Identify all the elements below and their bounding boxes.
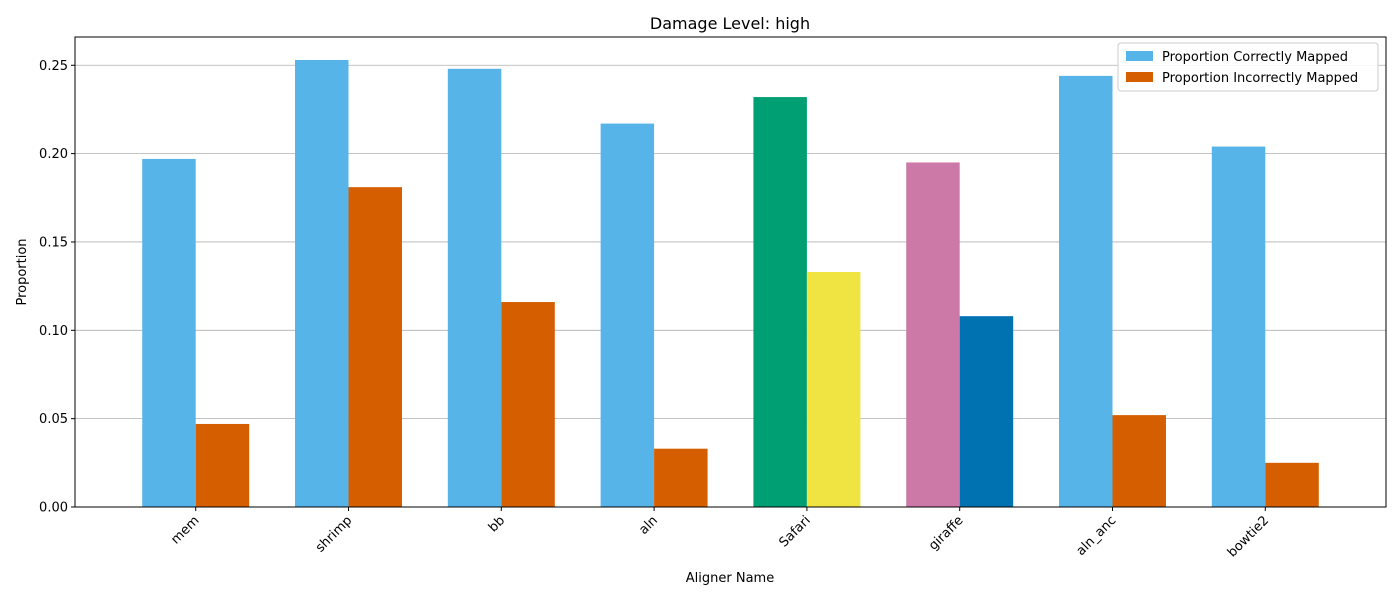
legend-entry: Proportion Incorrectly Mapped bbox=[1162, 71, 1358, 86]
grid-lines bbox=[75, 64, 1386, 508]
x-tick-label: Safari bbox=[776, 513, 813, 550]
y-tick-label: 0.10 bbox=[39, 324, 68, 339]
bar-correct-aln_anc bbox=[1059, 75, 1113, 507]
x-tick-label: giraffe bbox=[926, 513, 966, 553]
bar-incorrect-shrimp bbox=[348, 187, 402, 507]
legend-entry: Proportion Correctly Mapped bbox=[1162, 50, 1348, 65]
bar-incorrect-Safari bbox=[806, 272, 861, 507]
legend-swatch bbox=[1126, 51, 1153, 61]
bar-incorrect-giraffe bbox=[959, 316, 1014, 507]
bar-incorrect-bb bbox=[501, 302, 555, 507]
bar-correct-bb bbox=[447, 68, 502, 508]
x-tick-label: aln_anc bbox=[1074, 513, 1120, 559]
bar-correct-shrimp bbox=[295, 59, 349, 508]
bar-correct-aln bbox=[600, 123, 655, 507]
y-axis-label: Proportion bbox=[15, 238, 30, 305]
chart-title: Damage Level: high bbox=[650, 14, 810, 33]
legend-swatch bbox=[1126, 72, 1153, 82]
x-axis-label: Aligner Name bbox=[686, 571, 774, 586]
legend: Proportion Correctly Mapped Proportion In… bbox=[1117, 42, 1379, 92]
bar-correct-bowtie2 bbox=[1211, 146, 1266, 507]
x-tick-label: mem bbox=[168, 513, 202, 547]
x-tick-label: shrimp bbox=[313, 513, 355, 555]
x-axis: mem shrimp bb aln Safari giraffe aln_anc bowtie… bbox=[168, 507, 1272, 560]
y-tick-label: 0.00 bbox=[39, 501, 68, 516]
x-tick-label: bowtie2 bbox=[1225, 513, 1272, 560]
bar-incorrect-aln_anc bbox=[1112, 415, 1166, 507]
y-tick-label: 0.20 bbox=[39, 147, 68, 162]
x-tick-label: bb bbox=[486, 513, 508, 535]
y-tick-label: 0.05 bbox=[39, 412, 68, 427]
bar-correct-mem bbox=[142, 158, 196, 507]
bar-incorrect-bowtie2 bbox=[1265, 462, 1319, 507]
y-axis: 0.00 0.05 0.10 0.15 0.20 0.25 bbox=[39, 59, 75, 516]
bar-correct-Safari bbox=[753, 97, 807, 507]
bar-incorrect-aln bbox=[654, 448, 708, 507]
x-tick-label: aln bbox=[636, 513, 661, 538]
bar-incorrect-mem bbox=[195, 423, 250, 507]
bars bbox=[142, 59, 1319, 508]
bar-correct-giraffe bbox=[906, 162, 960, 508]
y-tick-label: 0.25 bbox=[39, 59, 68, 74]
legend-box bbox=[1117, 42, 1379, 92]
y-tick-label: 0.15 bbox=[39, 235, 68, 250]
plot-frame bbox=[74, 36, 1387, 508]
